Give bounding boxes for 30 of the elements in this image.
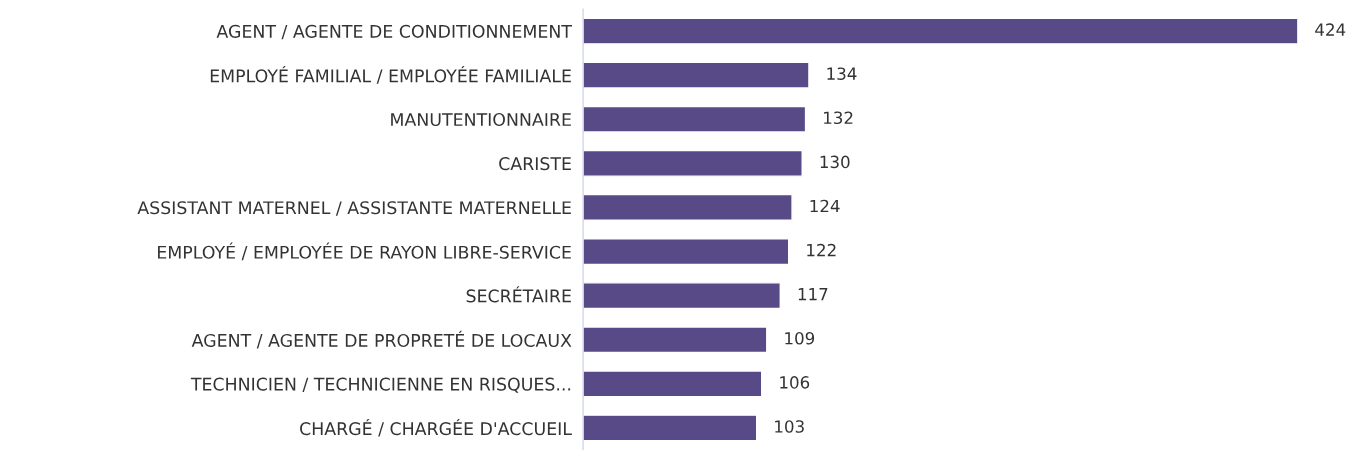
y-tick-label: CHARGÉ / CHARGÉE D'ACCUEIL bbox=[300, 418, 572, 437]
y-tick-label: SECRÉTAIRE bbox=[466, 286, 571, 303]
y-tick-label: AGENT / AGENTE DE PROPRETÉ DE LOCAUX bbox=[191, 330, 572, 349]
data-label: 109 bbox=[785, 331, 815, 345]
bar bbox=[583, 149, 803, 177]
data-label: 130 bbox=[820, 155, 850, 169]
bar bbox=[583, 282, 781, 310]
bar bbox=[583, 61, 810, 89]
data-label: 117 bbox=[798, 288, 828, 301]
y-tick-label: TECHNICIEN / TECHNICIENNE EN RISQUES... bbox=[190, 377, 571, 393]
y-tick-label: MANUTENTIONNAIRE bbox=[391, 112, 571, 127]
data-label: 134 bbox=[827, 67, 857, 80]
data-label: 124 bbox=[810, 199, 840, 213]
y-tick-label: EMPLOYÉ / EMPLOYÉE DE RAYON LIBRE-SERVICE bbox=[158, 242, 571, 261]
y-tick-label: AGENT / AGENTE DE CONDITIONNEMENT bbox=[216, 24, 573, 40]
data-label: 132 bbox=[824, 111, 853, 125]
bar bbox=[583, 238, 790, 266]
data-label: 103 bbox=[775, 420, 804, 433]
data-label: 106 bbox=[780, 376, 810, 389]
data-label: 424 bbox=[1315, 23, 1346, 36]
bar bbox=[583, 193, 793, 221]
bar bbox=[583, 414, 758, 442]
y-tick-label: ASSISTANT MATERNEL / ASSISTANTE MATERNELLE bbox=[137, 201, 571, 216]
data-label: 122 bbox=[807, 243, 836, 257]
bar bbox=[583, 370, 763, 398]
y-tick-label: EMPLOYÉ FAMILIAL / EMPLOYÉE FAMILIALE bbox=[210, 66, 571, 84]
bar bbox=[583, 105, 807, 133]
bar bbox=[583, 326, 768, 354]
y-tick-label: CARISTE bbox=[499, 157, 571, 171]
bar bbox=[583, 17, 1298, 45]
